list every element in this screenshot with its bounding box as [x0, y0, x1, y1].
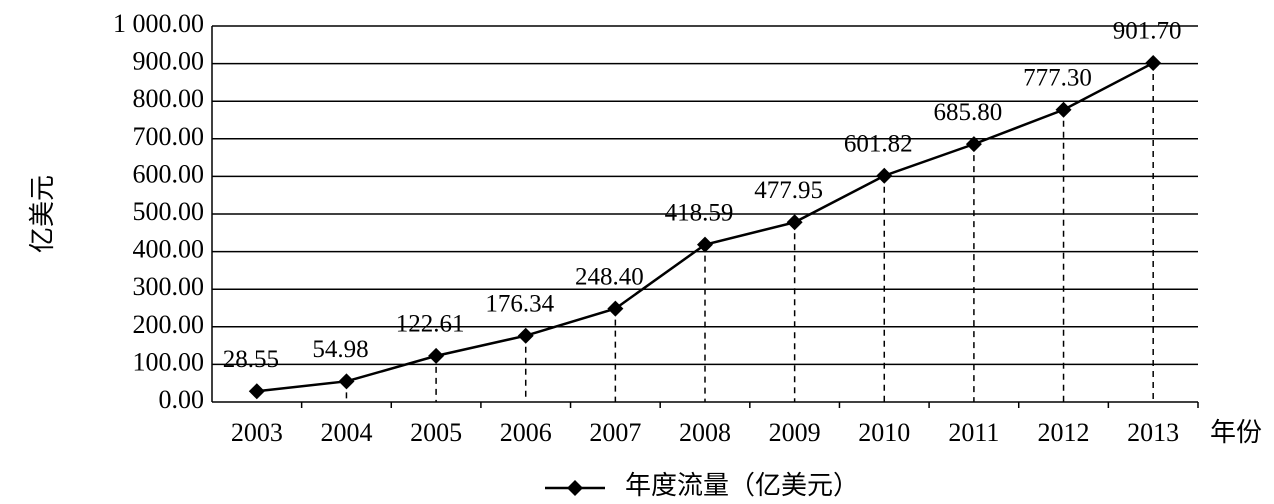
point-marker [338, 373, 355, 390]
y-tick-label: 500.00 [133, 197, 205, 226]
point-marker [697, 236, 713, 253]
legend-label: 年度流量（亿美元） [625, 471, 859, 500]
value-label: 248.40 [575, 263, 644, 290]
point-marker [876, 167, 893, 184]
x-tick-label: 2007 [589, 418, 641, 447]
value-label: 418.59 [665, 199, 734, 226]
y-axis-label: 亿美元 [28, 175, 57, 253]
value-label: 28.55 [223, 346, 279, 373]
point-marker [1145, 54, 1162, 71]
legend-marker [567, 480, 583, 496]
y-tick-label: 900.00 [133, 47, 205, 76]
point-marker [965, 136, 982, 153]
y-tick-label: 1 000.00 [113, 9, 204, 38]
value-label: 176.34 [485, 290, 554, 317]
series-line [256, 61, 1154, 393]
y-tick-label: 400.00 [133, 235, 205, 264]
x-tick-label: 2003 [231, 418, 283, 447]
x-tick-label: 2005 [410, 418, 462, 447]
point-marker [786, 214, 803, 231]
point-marker [1055, 101, 1072, 118]
x-tick-label: 2013 [1127, 418, 1179, 447]
value-label: 477.95 [754, 177, 823, 204]
x-tick-label: 2010 [858, 418, 910, 447]
x-tick-label: 2004 [320, 418, 372, 447]
value-label: 685.80 [934, 99, 1003, 126]
point-marker [428, 347, 445, 364]
x-tick-label: 2009 [769, 418, 821, 447]
value-label: 54.98 [312, 336, 368, 363]
y-tick-label: 100.00 [133, 347, 205, 376]
x-tick-label: 2006 [500, 418, 552, 447]
point-marker [517, 327, 534, 344]
point-marker [607, 300, 624, 317]
x-tick-label: 2012 [1038, 418, 1090, 447]
value-label: 122.61 [396, 311, 465, 338]
y-tick-label: 300.00 [133, 272, 205, 301]
point-marker [248, 383, 265, 400]
value-label: 901.70 [1113, 18, 1182, 45]
y-tick-label: 800.00 [133, 84, 205, 113]
value-label: 601.82 [844, 130, 913, 157]
x-tick-label: 2008 [679, 418, 731, 447]
y-tick-label: 600.00 [133, 159, 205, 188]
x-tick-label: 2011 [948, 418, 999, 447]
x-axis-label: 年份 [1210, 418, 1262, 447]
value-label: 777.30 [1023, 64, 1092, 91]
y-tick-label: 700.00 [133, 122, 205, 151]
y-tick-label: 0.00 [159, 385, 205, 414]
y-tick-label: 200.00 [133, 310, 205, 339]
